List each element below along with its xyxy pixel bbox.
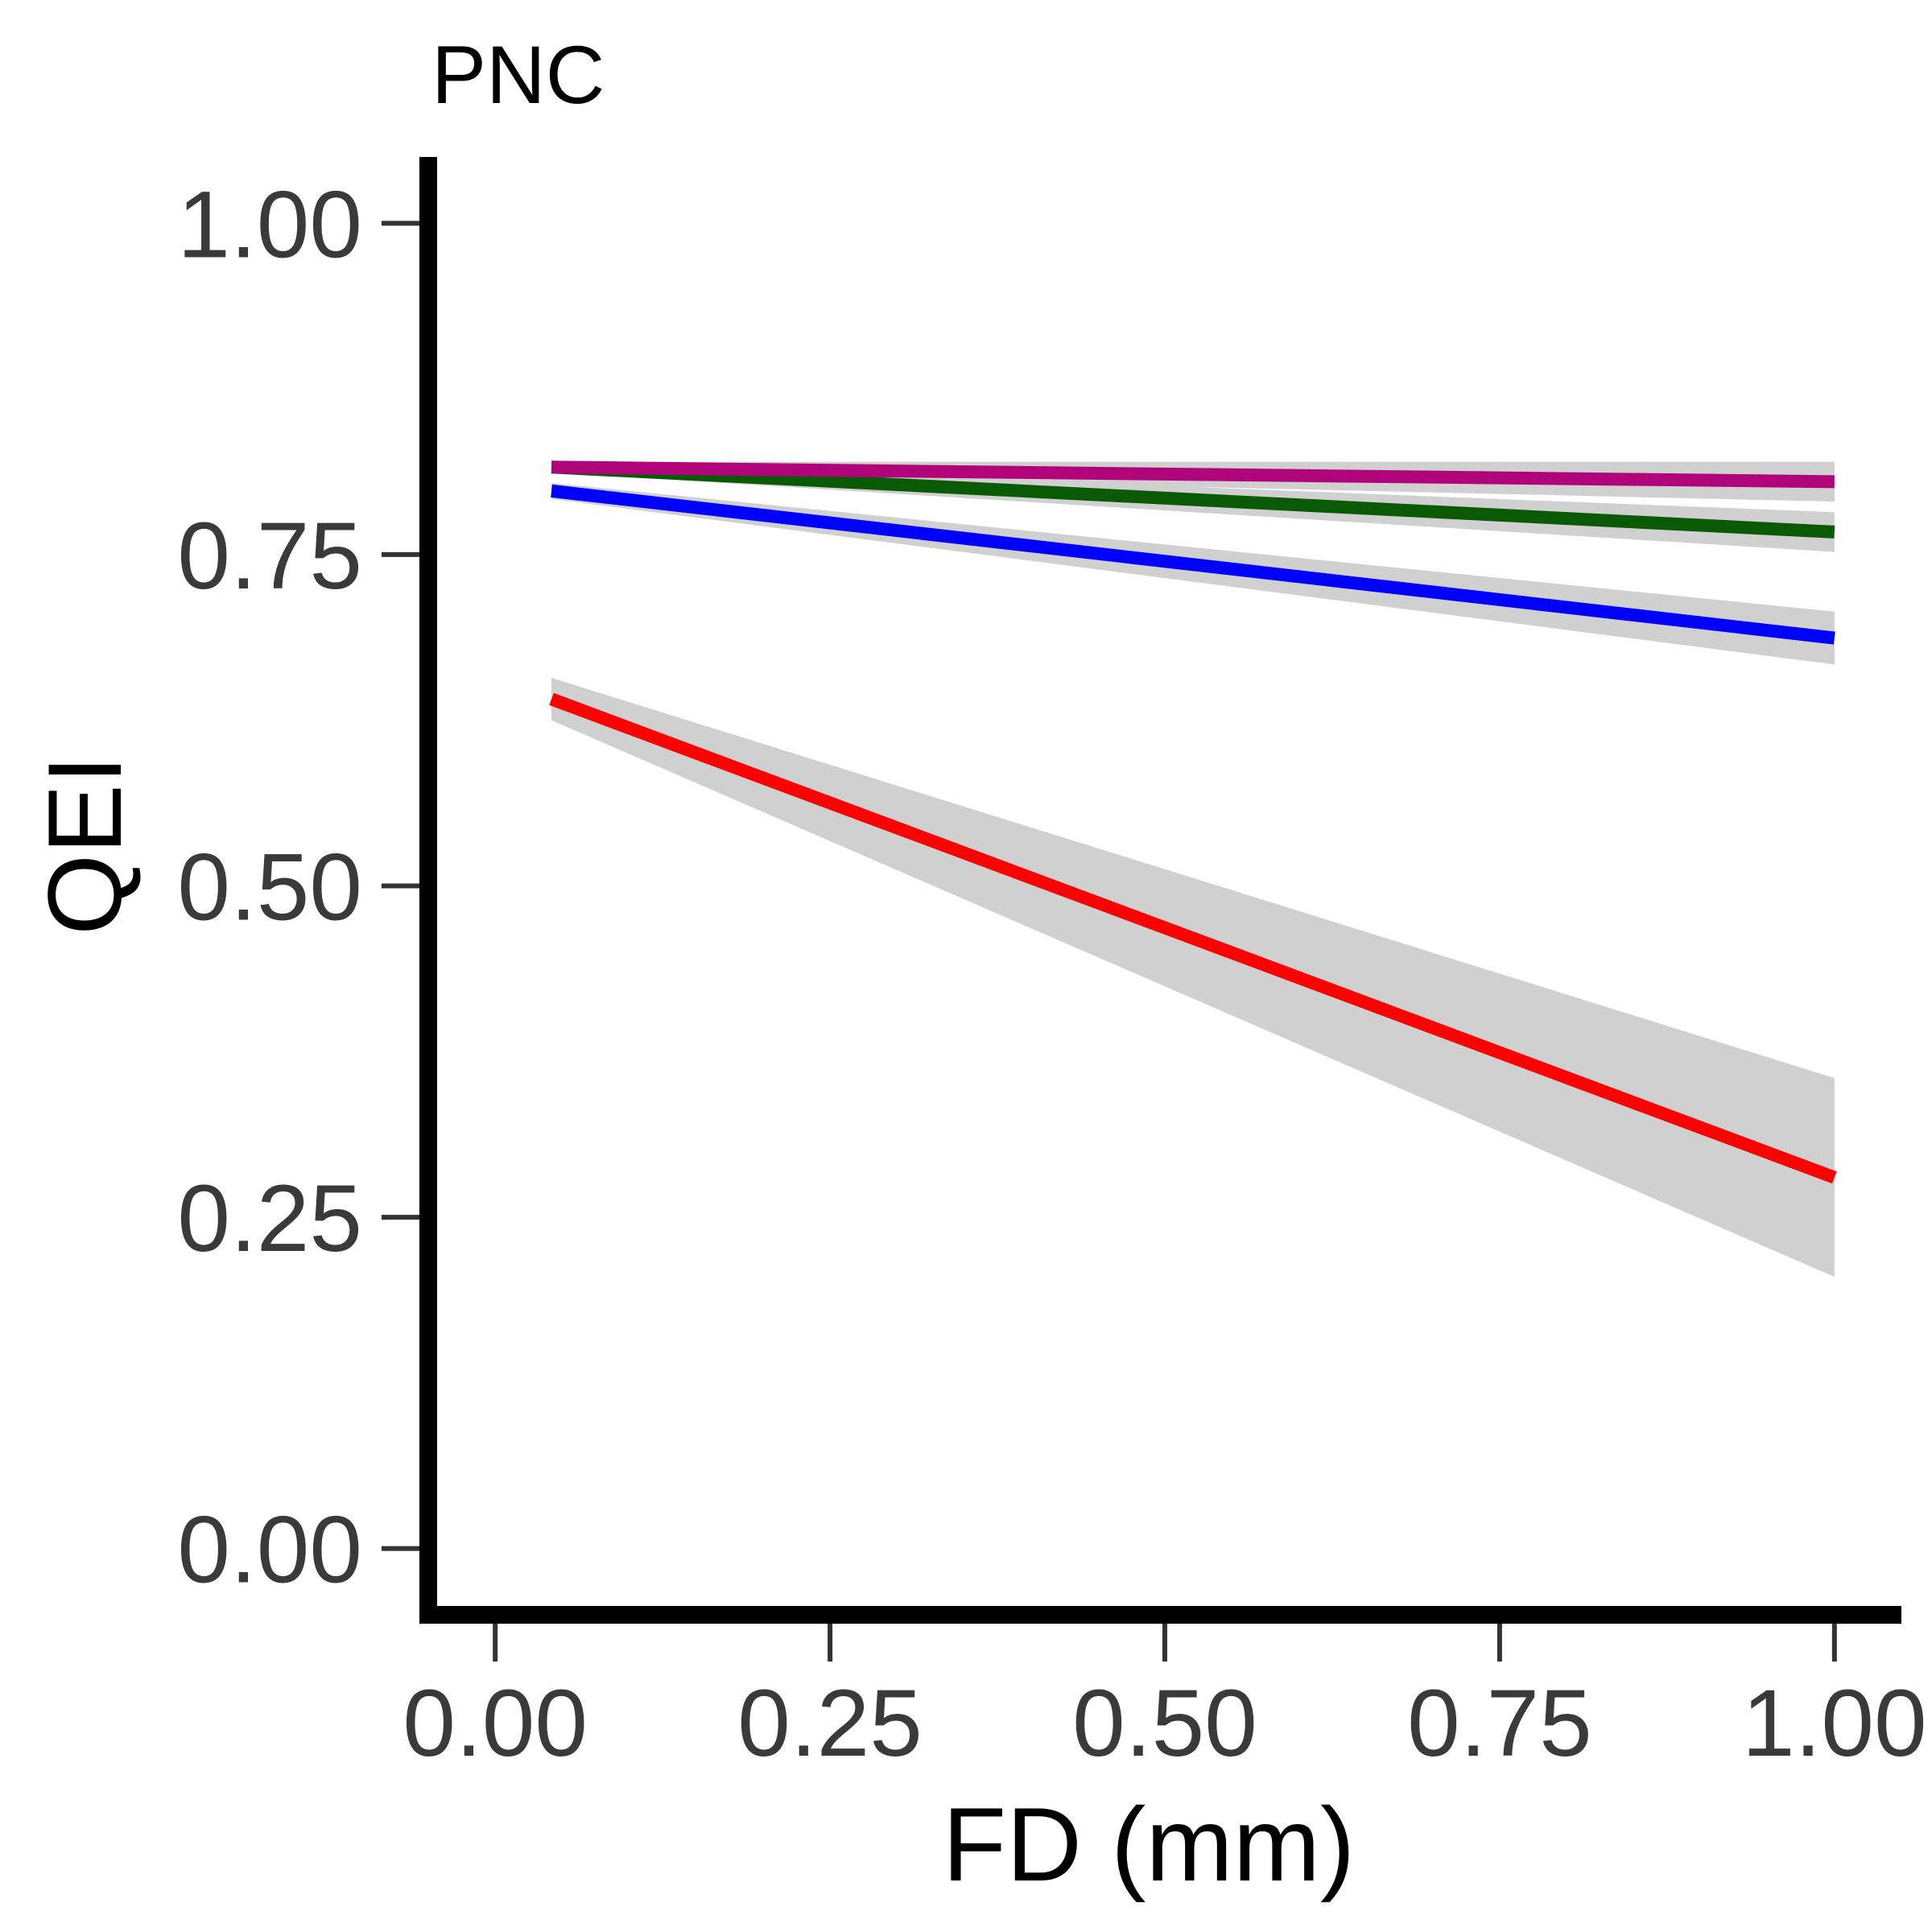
series-lines (549, 460, 1837, 1184)
y-tick-label: 0.50 (177, 835, 362, 941)
y-tick-label: 0.25 (177, 1166, 362, 1272)
y-axis-ticks: 0.00 0.25 0.50 0.75 1.00 (177, 171, 419, 1604)
y-tick-label: 0.75 (177, 503, 362, 609)
x-tick-label: 0.25 (737, 1670, 923, 1777)
chart-title: PNC (431, 29, 605, 121)
x-axis-title: FD (mm) (943, 1785, 1356, 1903)
axes (419, 157, 1901, 1624)
series-line-1 (549, 692, 1837, 1184)
series-line-4 (551, 460, 1835, 489)
x-axis-ticks: 0.00 0.25 0.50 0.75 1.00 (402, 1624, 1927, 1777)
y-tick-label: 0.00 (177, 1497, 362, 1604)
y-axis-title: QEI (26, 755, 143, 935)
confidence-band-1 (551, 678, 1835, 1278)
x-tick-label: 1.00 (1742, 1670, 1927, 1777)
series-line-3 (551, 460, 1835, 539)
x-tick-label: 0.50 (1072, 1670, 1257, 1777)
series-line-2 (551, 484, 1835, 645)
y-tick-label: 1.00 (177, 171, 362, 278)
x-tick-label: 0.00 (402, 1670, 588, 1777)
confidence-bands (551, 461, 1835, 1278)
x-tick-label: 0.75 (1407, 1670, 1592, 1777)
